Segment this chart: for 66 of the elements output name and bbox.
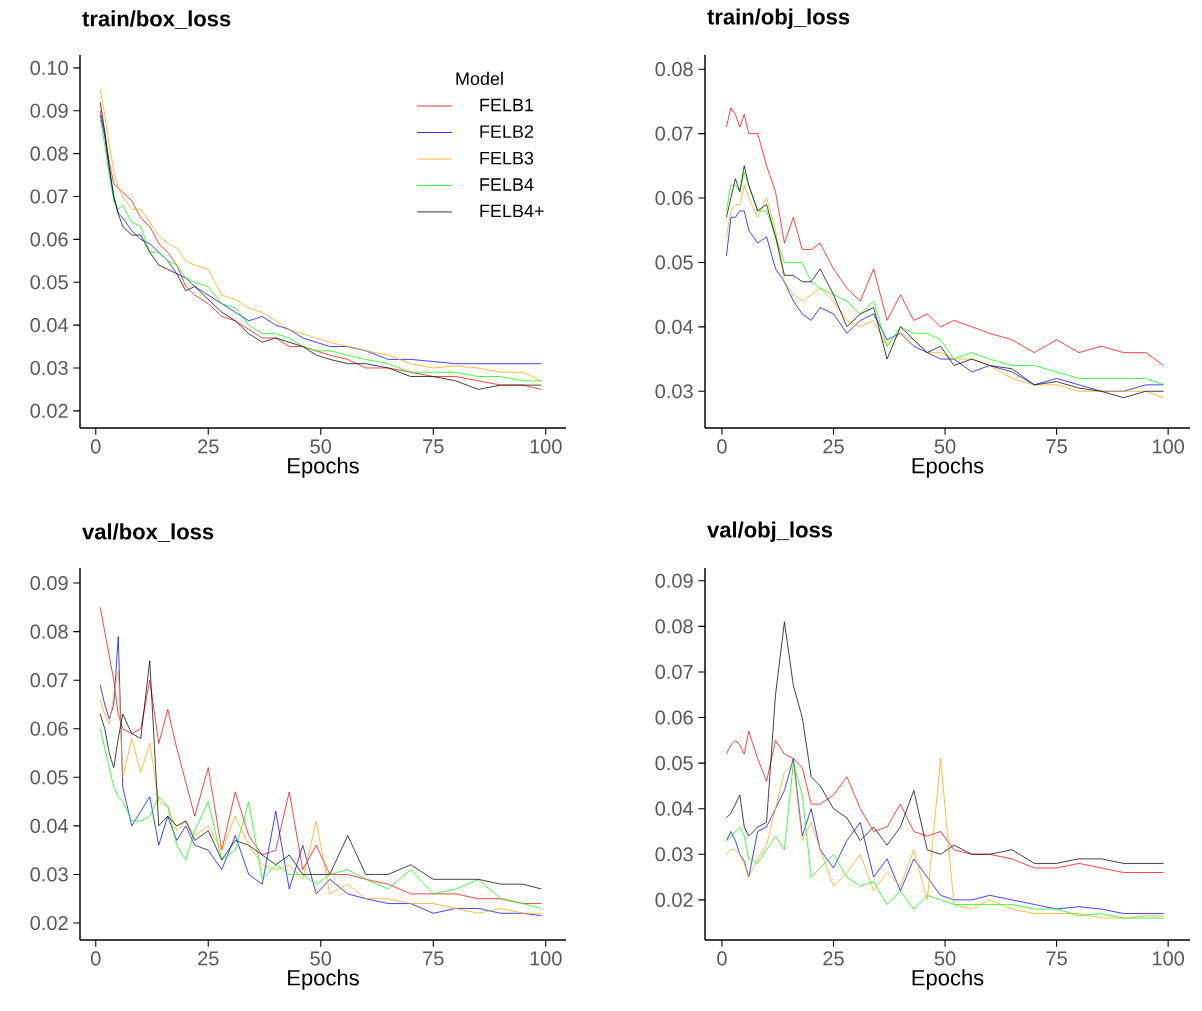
x-axis-title: Epochs	[288, 457, 359, 478]
x-tick-label: 25	[198, 951, 219, 966]
y-tick-label: 0.04	[30, 318, 69, 333]
y-tick-label: 0.09	[30, 575, 68, 591]
x-tick-label: 75	[1046, 951, 1067, 966]
x-tick-label: 50	[934, 951, 956, 966]
y-tick-label: 0.05	[655, 255, 693, 270]
y-tick-label: 0.03	[655, 847, 693, 862]
legend-label: FELB1	[480, 98, 534, 112]
y-tick-label: 0.09	[30, 103, 68, 118]
x-tick-label: 25	[823, 439, 844, 454]
y-tick-label: 0.03	[30, 867, 68, 882]
y-tick-label: 0.07	[30, 189, 68, 204]
chart-title: train/box_loss	[82, 10, 231, 29]
x-tick-label: 100	[530, 439, 562, 454]
y-tick-label: 0.03	[30, 360, 68, 376]
y-tick-label: 0.05	[30, 770, 68, 785]
y-tick-label: 0.08	[30, 146, 68, 161]
legend-label: FELB4	[480, 178, 534, 191]
x-tick-label: 0	[90, 951, 101, 966]
x-tick-label: 0	[717, 439, 727, 454]
x-tick-label: 100	[1152, 951, 1185, 966]
y-tick-label: 0.08	[655, 62, 693, 77]
y-tick-label: 0.04	[655, 801, 694, 816]
x-tick-label: 50	[310, 951, 332, 966]
x-tick-label: 100	[530, 951, 562, 966]
y-tick-label: 0.06	[655, 190, 693, 206]
chart-title: val/obj_loss	[707, 521, 833, 542]
x-tick-label: 25	[823, 951, 844, 966]
x-tick-label: 50	[934, 439, 956, 454]
y-tick-label: 0.07	[655, 664, 693, 680]
x-tick-label: 75	[1046, 439, 1067, 454]
y-tick-label: 0.08	[655, 619, 693, 634]
legend-title: Model	[456, 71, 503, 85]
y-tick-label: 0.09	[655, 573, 693, 588]
x-tick-label: 0	[717, 951, 727, 966]
x-tick-label: 50	[310, 439, 332, 454]
x-tick-label: 0	[90, 439, 101, 454]
y-tick-label: 0.06	[30, 232, 68, 247]
y-tick-label: 0.10	[30, 60, 68, 75]
y-tick-label: 0.02	[30, 915, 68, 931]
x-axis-title: Epochs	[912, 969, 984, 990]
y-tick-label: 0.06	[30, 721, 68, 736]
y-tick-label: 0.08	[30, 624, 68, 639]
y-tick-label: 0.04	[655, 319, 694, 334]
y-tick-label: 0.03	[655, 384, 693, 399]
legend-label: FELB4+	[480, 204, 544, 218]
chart-title: train/obj_loss	[707, 8, 850, 29]
legend-label: FELB3	[480, 151, 534, 165]
x-axis-title: Epochs	[288, 969, 359, 990]
y-tick-label: 0.04	[30, 818, 69, 833]
y-tick-label: 0.02	[655, 892, 693, 907]
legend-label: FELB2	[480, 125, 534, 138]
y-tick-label: 0.07	[30, 673, 68, 688]
y-tick-label: 0.06	[655, 710, 693, 725]
x-tick-label: 75	[423, 951, 444, 966]
y-tick-label: 0.05	[655, 756, 693, 771]
y-tick-label: 0.02	[30, 403, 68, 418]
chart-title: val/box_loss	[82, 523, 214, 542]
y-tick-label: 0.07	[655, 126, 693, 141]
x-tick-label: 100	[1152, 439, 1185, 454]
x-axis-title: Epochs	[912, 457, 984, 478]
x-tick-label: 75	[423, 439, 444, 454]
x-tick-label: 25	[198, 439, 219, 454]
line-series	[726, 107, 1165, 366]
y-tick-label: 0.05	[30, 275, 68, 290]
